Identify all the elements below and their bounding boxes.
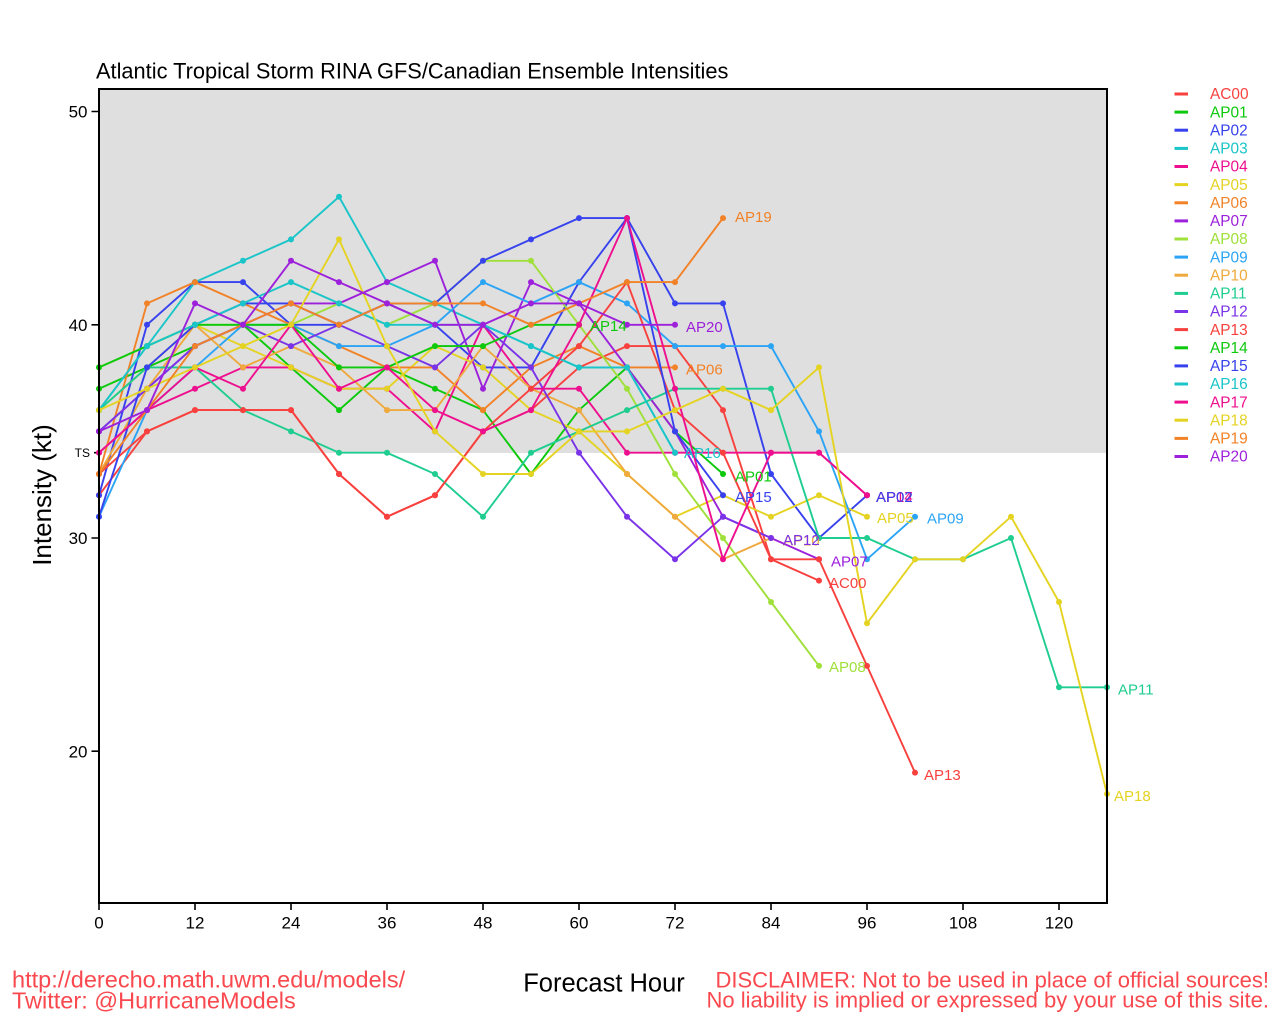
svg-text:Forecast Hour: Forecast Hour	[523, 970, 685, 998]
svg-text:AP14: AP14	[1210, 340, 1248, 357]
svg-text:AP08: AP08	[829, 659, 866, 676]
svg-text:AP19: AP19	[735, 209, 772, 226]
svg-text:24: 24	[282, 914, 301, 933]
svg-text:AP15: AP15	[735, 489, 772, 506]
svg-text:AP14: AP14	[590, 318, 627, 335]
svg-text:AP17: AP17	[876, 489, 913, 506]
svg-text:Atlantic Tropical Storm RINA G: Atlantic Tropical Storm RINA GFS/Canadia…	[96, 59, 728, 84]
svg-text:AP04: AP04	[876, 489, 913, 506]
svg-text:72: 72	[666, 914, 685, 933]
svg-text:AP12: AP12	[783, 532, 820, 549]
svg-text:40: 40	[69, 316, 88, 335]
svg-text:AP02: AP02	[1210, 122, 1248, 139]
svg-text:AP10: AP10	[1210, 267, 1248, 284]
svg-text:50: 50	[69, 103, 88, 122]
svg-text:AP16: AP16	[1210, 376, 1248, 393]
svg-text:AP15: AP15	[1210, 358, 1248, 375]
svg-text:AP06: AP06	[686, 362, 723, 379]
svg-text:http://derecho.math.uwm.edu/mo: http://derecho.math.uwm.edu/models/	[12, 967, 406, 993]
svg-text:AP13: AP13	[1210, 322, 1248, 339]
svg-text:AP12: AP12	[1210, 304, 1248, 321]
svg-text:AP16: AP16	[684, 445, 721, 462]
svg-text:96: 96	[858, 914, 877, 933]
svg-text:AP10: AP10	[783, 533, 820, 550]
svg-text:AP01: AP01	[735, 469, 772, 486]
svg-text:120: 120	[1045, 914, 1073, 933]
svg-text:20: 20	[69, 742, 88, 761]
svg-text:36: 36	[378, 914, 397, 933]
svg-text:AP18: AP18	[1210, 412, 1248, 429]
svg-text:AP07: AP07	[1210, 213, 1248, 230]
svg-text:TS: TS	[75, 446, 90, 460]
svg-text:AP17: AP17	[1210, 394, 1248, 411]
svg-text:Intensity (kt): Intensity (kt)	[27, 424, 57, 566]
svg-text:0: 0	[94, 914, 103, 933]
svg-text:60: 60	[570, 914, 589, 933]
svg-text:AP09: AP09	[927, 511, 964, 528]
svg-text:AC00: AC00	[1210, 86, 1249, 103]
svg-text:AP13: AP13	[924, 767, 961, 784]
svg-text:AP09: AP09	[1210, 249, 1248, 266]
svg-text:12: 12	[186, 914, 205, 933]
svg-text:AC00: AC00	[829, 575, 867, 592]
svg-text:No liability is implied or exp: No liability is implied or expressed by …	[707, 988, 1269, 1013]
svg-text:DISCLAIMER: Not to be used in: DISCLAIMER: Not to be used in place of o…	[715, 968, 1269, 993]
svg-text:AP18: AP18	[1114, 788, 1151, 805]
svg-text:30: 30	[69, 529, 88, 548]
svg-text:84: 84	[762, 914, 781, 933]
svg-text:AP20: AP20	[686, 319, 723, 336]
svg-text:108: 108	[949, 914, 977, 933]
svg-text:AP11: AP11	[1210, 286, 1247, 303]
svg-text:AP19: AP19	[1210, 431, 1248, 448]
svg-text:48: 48	[474, 914, 493, 933]
svg-text:AP07: AP07	[831, 554, 868, 571]
svg-text:AP04: AP04	[1210, 159, 1248, 176]
svg-text:AP20: AP20	[1210, 449, 1248, 466]
svg-text:Twitter: @HurricaneModels: Twitter: @HurricaneModels	[12, 988, 296, 1014]
svg-text:AP08: AP08	[1210, 231, 1248, 248]
svg-text:AP03: AP03	[1210, 141, 1248, 158]
svg-text:AP01: AP01	[1210, 104, 1248, 121]
svg-text:AP05: AP05	[877, 510, 914, 527]
svg-text:AP11: AP11	[1118, 682, 1154, 699]
svg-text:AP05: AP05	[1210, 177, 1248, 194]
svg-text:AP02: AP02	[876, 489, 913, 506]
svg-text:AP06: AP06	[1210, 195, 1248, 212]
